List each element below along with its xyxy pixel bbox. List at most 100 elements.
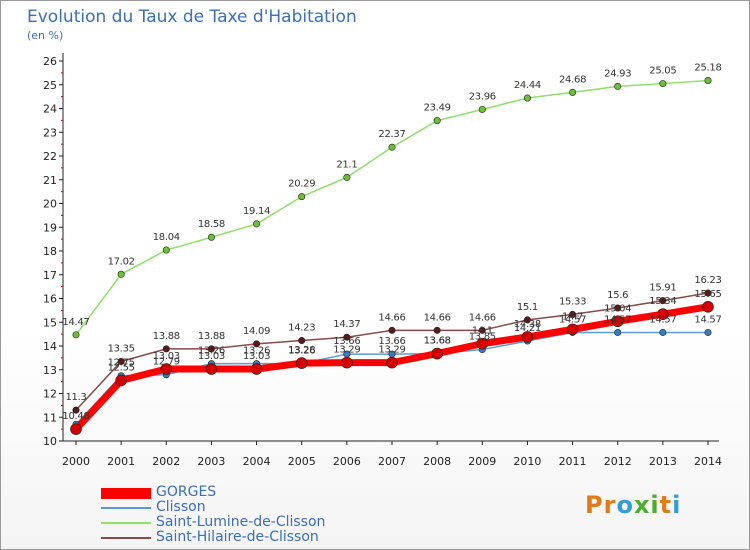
data-label: 14.66: [424, 312, 451, 323]
data-point: [433, 326, 441, 334]
data-label: 13.28: [288, 345, 315, 356]
data-label: 12.75: [108, 358, 135, 369]
y-tick-label: 25: [43, 79, 57, 92]
legend-label: GORGES: [156, 484, 217, 500]
data-label: 24.68: [559, 74, 586, 85]
x-tick-label: 2006: [333, 455, 361, 468]
logo-letter: r: [603, 491, 617, 519]
data-label: 13.85: [469, 332, 496, 343]
data-point: [117, 270, 125, 278]
data-point: [657, 308, 669, 320]
x-tick-label: 2014: [694, 455, 722, 468]
data-point: [253, 220, 261, 228]
data-label: 15.33: [559, 296, 586, 307]
x-tick-label: 2003: [197, 455, 225, 468]
data-point: [431, 347, 443, 360]
data-label: 16.23: [694, 275, 721, 286]
data-label: 13.03: [198, 351, 225, 362]
data-label: 25.18: [694, 62, 721, 73]
x-tick-label: 2002: [152, 455, 180, 468]
y-tick-label: 15: [43, 316, 57, 329]
y-tick-label: 14: [43, 340, 57, 353]
chart-title: Evolution du Taux de Taxe d'Habitation: [27, 7, 357, 27]
data-point: [704, 289, 712, 297]
data-label: 13.03: [153, 351, 180, 362]
data-point: [433, 117, 441, 125]
data-label: 15.1: [517, 302, 538, 313]
legend-label: Saint-Lumine-de-Clisson: [156, 514, 326, 530]
data-point: [614, 82, 622, 90]
data-point: [659, 80, 667, 88]
x-tick-label: 2004: [243, 455, 271, 468]
data-label: 20.29: [288, 179, 315, 190]
data-label: 14.38: [514, 319, 541, 330]
data-label: 23.49: [424, 103, 451, 114]
data-point: [523, 94, 531, 102]
x-tick-label: 2001: [107, 455, 135, 468]
data-label: 13.66: [378, 336, 405, 347]
legend-swatch: [101, 537, 151, 539]
data-point: [569, 310, 577, 318]
data-point: [521, 331, 534, 343]
data-point: [207, 345, 215, 353]
data-point: [478, 105, 486, 113]
data-label: 14.1: [472, 326, 493, 337]
y-tick-label: 16: [43, 293, 57, 306]
data-label: 23.96: [469, 91, 496, 102]
data-point: [162, 345, 170, 353]
data-point: [611, 315, 624, 328]
data-label: 15.04: [604, 303, 631, 314]
x-tick-label: 2010: [513, 455, 541, 468]
data-label: 14.7: [562, 311, 583, 322]
x-tick-label: 2013: [649, 455, 677, 468]
legend-label: Clisson: [156, 499, 206, 515]
legend-label: Saint-Hilaire-de-Clisson: [156, 529, 319, 545]
logo-letter: x: [633, 491, 651, 519]
data-label: 21.1: [336, 159, 357, 170]
data-label: 15.65: [694, 289, 721, 300]
y-tick-label: 24: [43, 103, 57, 116]
data-label: 13.68: [424, 336, 451, 347]
logo-letter: t: [659, 491, 673, 519]
data-point: [523, 316, 531, 324]
y-tick-label: 22: [43, 150, 57, 163]
data-label: 15.91: [649, 283, 676, 294]
data-point: [298, 193, 306, 201]
data-point: [478, 326, 486, 334]
data-point: [704, 328, 712, 336]
data-point: [160, 363, 173, 375]
legend-swatch: [101, 507, 151, 509]
data-label: 13.29: [333, 345, 360, 356]
x-tick-label: 2012: [604, 455, 632, 468]
data-label: 22.37: [378, 129, 405, 140]
data-point: [388, 143, 396, 151]
data-point: [569, 88, 577, 96]
data-label: 14.57: [559, 314, 586, 325]
data-point: [659, 297, 667, 305]
y-tick-label: 26: [43, 55, 57, 68]
x-tick-label: 2011: [559, 455, 587, 468]
x-tick-label: 2009: [468, 455, 496, 468]
data-label: 14.21: [514, 323, 541, 334]
line-chart: 10 11 12 13 14 15 16 17 18 19 20 21 22 23 24 25 26 2000 20…: [43, 53, 722, 468]
x-tick-label: 2007: [378, 455, 406, 468]
data-point: [388, 326, 396, 334]
logo-letter: i: [672, 491, 682, 519]
data-label: 14.57: [694, 314, 721, 325]
data-label: 24.93: [604, 68, 631, 79]
data-label: 13.26: [288, 346, 315, 357]
data-label: 14.57: [604, 314, 631, 325]
data-label: 12.79: [153, 357, 180, 368]
data-label: 19.14: [243, 206, 270, 217]
logo-letter: i: [650, 491, 660, 519]
data-label: 13.66: [333, 336, 360, 347]
y-tick-label: 19: [43, 221, 57, 234]
y-tick-label: 13: [43, 364, 57, 377]
data-point: [205, 363, 218, 375]
logo-letter: o: [616, 491, 634, 519]
data-label: 24.44: [514, 80, 541, 91]
data-point: [659, 328, 667, 336]
data-point: [386, 356, 398, 369]
y-tick-label: 23: [43, 126, 57, 139]
